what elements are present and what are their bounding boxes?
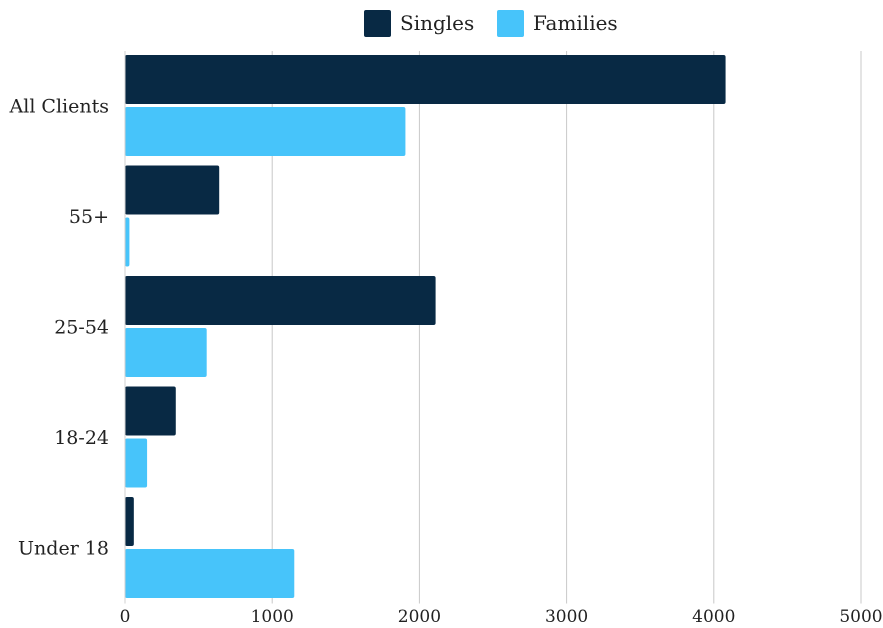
legend-label-families: Families [533, 11, 618, 35]
legend-item-families: Families [497, 7, 618, 39]
bar-families-0 [125, 107, 406, 156]
bar-families-4 [125, 549, 295, 598]
legend-swatch-singles [364, 9, 391, 37]
x-tick-label-0: 0 [120, 607, 131, 627]
legend-swatch-families [497, 9, 524, 37]
bar-singles-4 [125, 497, 134, 546]
bar-singles-0 [125, 55, 726, 104]
x-tick-label-5000: 5000 [839, 607, 882, 627]
bar-singles-3 [125, 386, 176, 436]
bar-families-1 [125, 217, 130, 267]
legend: Singles Families [0, 7, 883, 39]
category-label-3: 18-24 [54, 427, 109, 449]
bar-families-2 [125, 328, 207, 377]
category-label-4: Under 18 [18, 538, 109, 560]
bar-singles-2 [125, 276, 436, 325]
category-label-1: 55+ [69, 206, 109, 228]
x-tick-label-1000: 1000 [251, 607, 294, 627]
x-tick-label-4000: 4000 [692, 607, 735, 627]
legend-item-singles: Singles [364, 7, 474, 39]
x-tick-label-3000: 3000 [545, 607, 588, 627]
legend-label-singles: Singles [400, 11, 475, 35]
bar-families-3 [125, 438, 148, 488]
x-tick-label-2000: 2000 [398, 607, 441, 627]
bar-singles-1 [125, 165, 220, 215]
category-label-2: 25-54 [54, 317, 109, 339]
category-label-0: All Clients [9, 96, 109, 118]
